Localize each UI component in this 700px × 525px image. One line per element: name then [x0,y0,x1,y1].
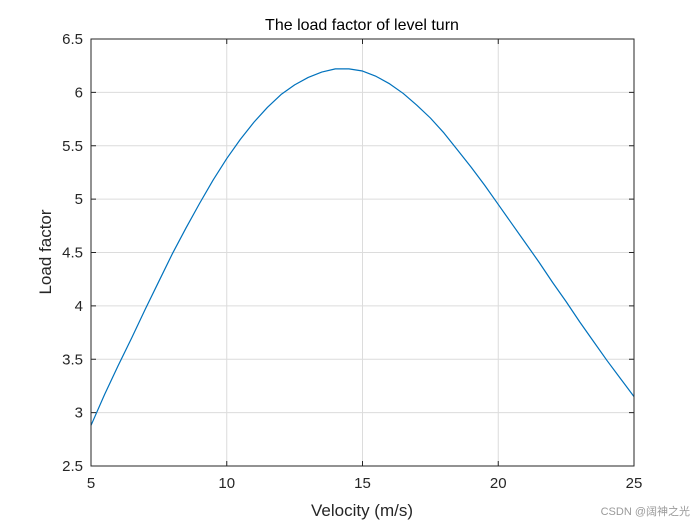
tick-marks [90,38,635,467]
chart-title: The load factor of level turn [265,17,459,34]
y-tick-label: 3.5 [62,351,83,368]
y-tick-label: 4 [75,298,83,315]
series-line [90,68,635,426]
y-tick-label: 6 [75,84,83,101]
x-axis-label: Velocity (m/s) [311,501,413,520]
x-tick-label: 15 [354,475,371,492]
y-tick-label: 3 [75,405,83,422]
x-tick-label: 20 [490,475,507,492]
y-axis-label: Load factor [36,209,55,294]
y-tick-label: 5.5 [62,138,83,155]
x-tick-label: 10 [218,475,235,492]
y-tick-label: 4.5 [62,245,83,262]
y-tick-label: 5 [75,191,83,208]
x-tick-label: 5 [87,475,95,492]
y-tick-label: 6.5 [62,31,83,48]
y-tick-labels: 2.5 3 3.5 4 4.5 5 5.5 6 6.5 [62,31,83,475]
x-tick-labels: 5 10 15 20 25 [87,475,643,492]
watermark: CSDN @阔神之光 [601,504,690,518]
y-tick-label: 2.5 [62,458,83,475]
x-tick-label: 25 [626,475,643,492]
